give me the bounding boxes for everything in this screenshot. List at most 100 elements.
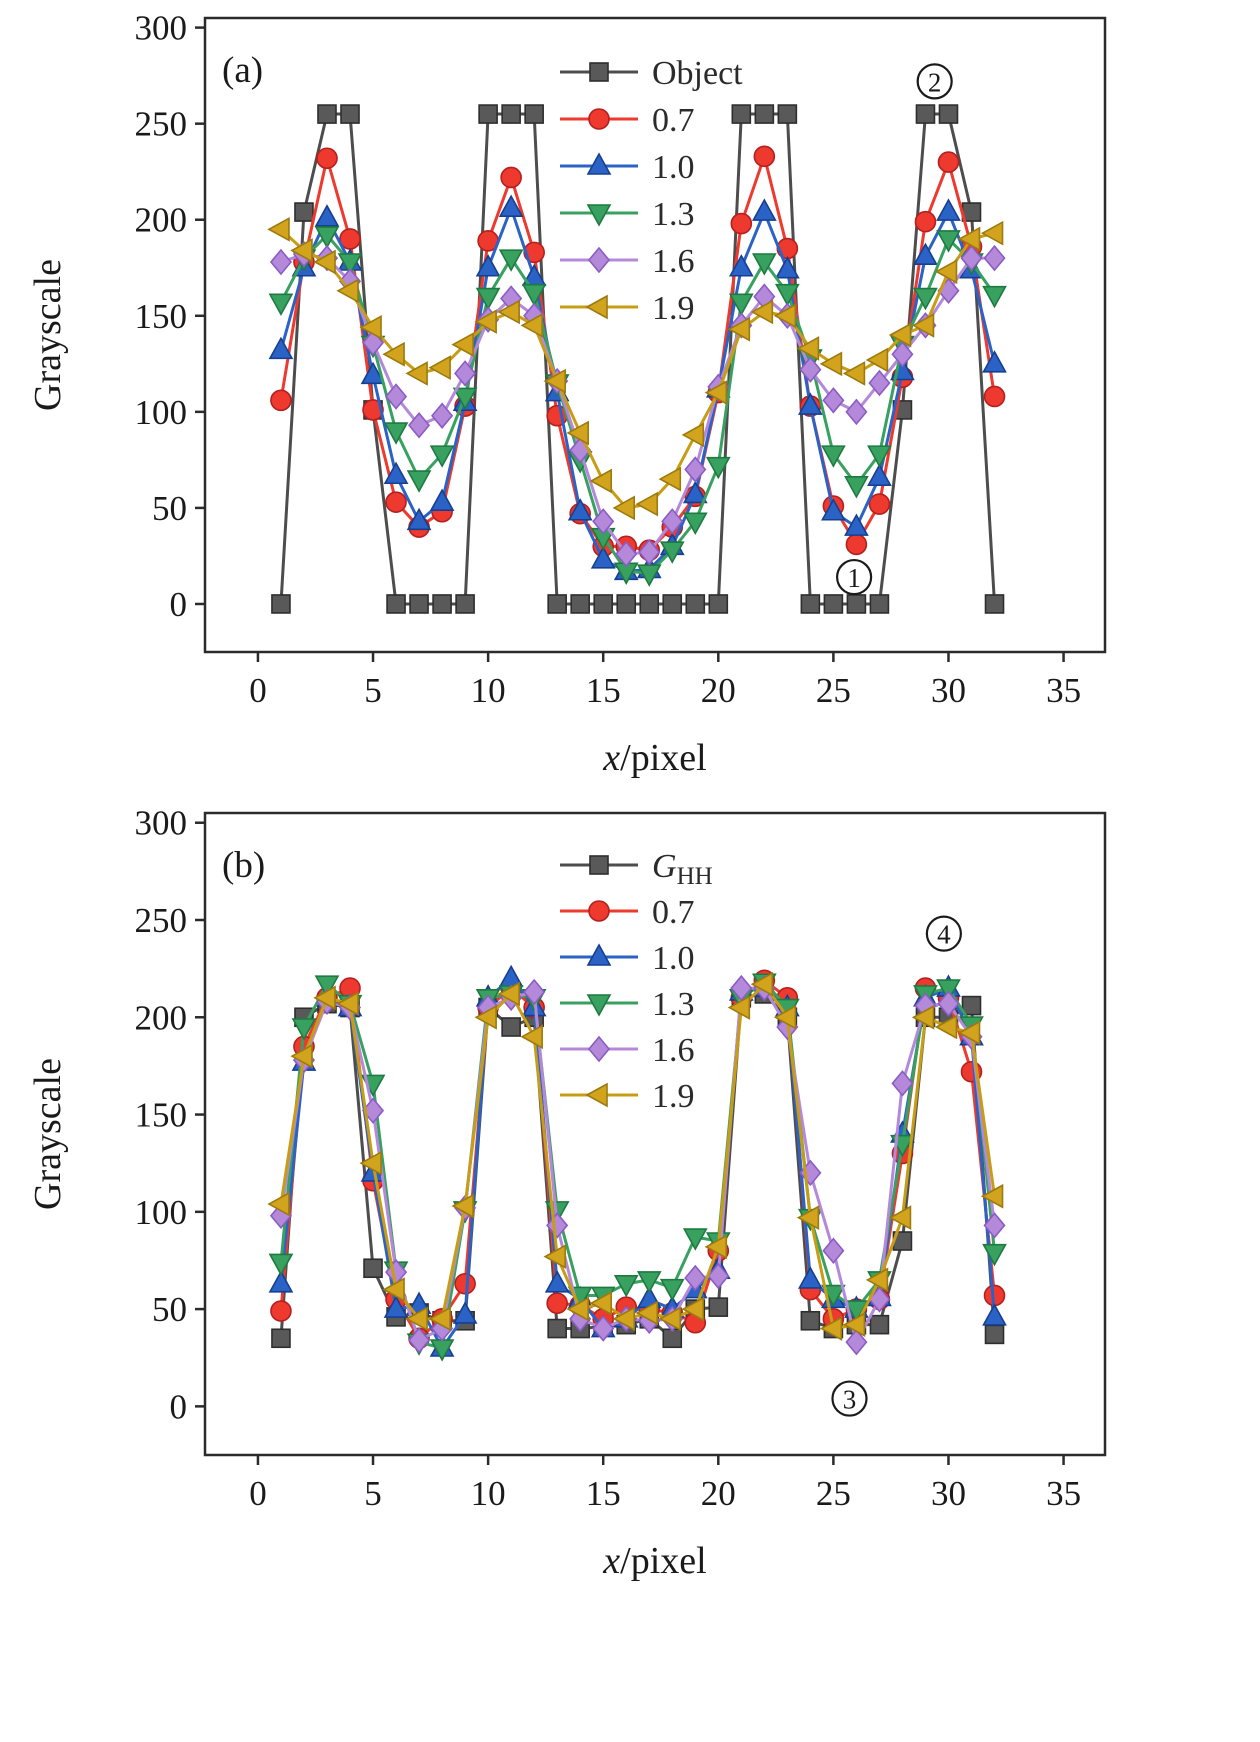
series-marker-1.0: [821, 498, 846, 521]
series-marker-GHH: [547, 1318, 567, 1339]
series-marker-1.9: [520, 313, 543, 338]
series-marker-1.3: [982, 285, 1007, 309]
series-marker-1.6: [361, 329, 385, 356]
series-marker-0.7: [500, 166, 522, 189]
series-marker-1.0: [798, 1266, 823, 1289]
series-marker-0.7: [868, 493, 891, 515]
legend-marker-1.3: [586, 204, 612, 227]
series-marker-1.6: [845, 1328, 868, 1356]
series-marker-1.3: [774, 283, 800, 307]
annotation-circled-3: 3: [831, 1380, 868, 1417]
series-marker-Object: [593, 594, 614, 614]
series-marker-1.3: [659, 1278, 685, 1302]
x-tick-label: 10: [471, 1474, 506, 1513]
series-marker-1.6: [269, 248, 293, 276]
x-tick-label: 30: [931, 1474, 966, 1513]
series-marker-0.7: [316, 147, 338, 170]
series-marker-Object: [984, 594, 1005, 614]
series-marker-1.3: [844, 476, 869, 499]
series-marker-1.0: [475, 254, 501, 277]
series-marker-0.7: [546, 1292, 568, 1315]
annotation-circled-2: 2: [916, 63, 953, 100]
legend-label-1.3: 1.3: [652, 986, 695, 1023]
series-marker-Object: [777, 104, 798, 124]
series-marker-1.9: [612, 1306, 636, 1332]
series-marker-1.3: [475, 287, 501, 311]
annotation-number: 4: [937, 920, 951, 950]
series-marker-1.9: [451, 1193, 474, 1219]
series-marker-1.9: [957, 226, 981, 252]
annotation-number: 2: [928, 67, 942, 97]
series-marker-Object: [754, 104, 775, 124]
series-marker-1.9: [267, 216, 290, 242]
series-marker-1.6: [615, 540, 638, 568]
series-marker-1.6: [983, 244, 1006, 272]
series-marker-1.0: [728, 254, 754, 277]
series-marker-1.9: [934, 1014, 958, 1040]
series-marker-Object: [294, 202, 314, 222]
series-marker-1.9: [980, 1183, 1004, 1209]
series-marker-1.3: [452, 387, 478, 411]
series-marker-Object: [409, 594, 429, 614]
y-tick-label: 200: [135, 201, 188, 240]
series-marker-1.6: [891, 340, 914, 368]
series-marker-1.9: [980, 220, 1004, 246]
series-marker-Object: [501, 104, 521, 124]
series-marker-0.7: [914, 210, 937, 233]
series-line-1.0: [279, 206, 996, 573]
x-tick-label: 5: [364, 1474, 382, 1513]
series-marker-1.9: [911, 1004, 935, 1030]
series-marker-1.6: [937, 990, 960, 1017]
series-marker-1.3: [521, 283, 547, 307]
series-marker-GHH: [800, 1310, 821, 1331]
legend-label-1.9: 1.9: [652, 1078, 695, 1115]
series-marker-1.0: [268, 1270, 294, 1293]
series-marker-1.9: [911, 313, 935, 338]
axis-ticks: 0 5 10 15 20 25 30 35 0 50 100 150 200 250 300: [135, 804, 1082, 1513]
legend-marker-1.9: [585, 1082, 608, 1108]
series-marker-Object: [340, 104, 360, 124]
series-marker-1.6: [822, 1237, 845, 1264]
y-axis-label: Grayscale: [27, 1058, 69, 1210]
series-marker-1.9: [428, 355, 451, 381]
series-marker-1.3: [913, 287, 938, 311]
series-marker-1.0: [383, 461, 409, 485]
series-marker-1.9: [658, 466, 682, 492]
series-marker-Object: [708, 594, 729, 614]
series-marker-1.3: [936, 230, 961, 253]
legend-marker-1.0: [586, 943, 612, 966]
series-marker-1.9: [382, 1277, 405, 1302]
legend-marker-1.6: [587, 1035, 611, 1063]
y-tick-label: 250: [135, 901, 188, 940]
legend-label-1.6: 1.6: [652, 243, 695, 280]
series-marker-1.3: [659, 541, 685, 564]
series-marker-Object: [317, 104, 337, 124]
y-tick-label: 250: [135, 105, 188, 144]
series-marker-1.9: [888, 1205, 912, 1231]
series-marker-Object: [455, 594, 475, 614]
series-marker-0.7: [730, 212, 753, 235]
series-marker-1.9: [865, 1267, 889, 1293]
series-marker-1.0: [982, 1303, 1007, 1326]
y-tick-label: 100: [135, 1193, 188, 1232]
series-marker-1.0: [867, 463, 892, 486]
plot-frame: [203, 16, 1107, 654]
series-marker-1.9: [589, 1290, 613, 1316]
series-marker-GHH: [961, 995, 982, 1016]
legend-marker-1.6: [587, 246, 611, 274]
x-tick-label: 20: [701, 1474, 736, 1513]
legend-marker-1.9: [585, 294, 608, 320]
series-marker-1.6: [523, 978, 546, 1006]
series-marker-0.7: [937, 151, 960, 173]
series-marker-1.9: [888, 322, 912, 348]
series-marker-1.9: [842, 1312, 866, 1338]
legend-label-Object: Object: [652, 55, 743, 92]
series-marker-1.3: [314, 975, 340, 998]
series-marker-1.9: [405, 361, 428, 386]
x-axis-label: x/pixel: [602, 1540, 706, 1582]
series-marker-1.3: [337, 253, 363, 276]
series-marker-1.0: [936, 198, 961, 221]
series-marker-1.9: [359, 314, 382, 340]
series-marker-Object: [616, 594, 637, 614]
